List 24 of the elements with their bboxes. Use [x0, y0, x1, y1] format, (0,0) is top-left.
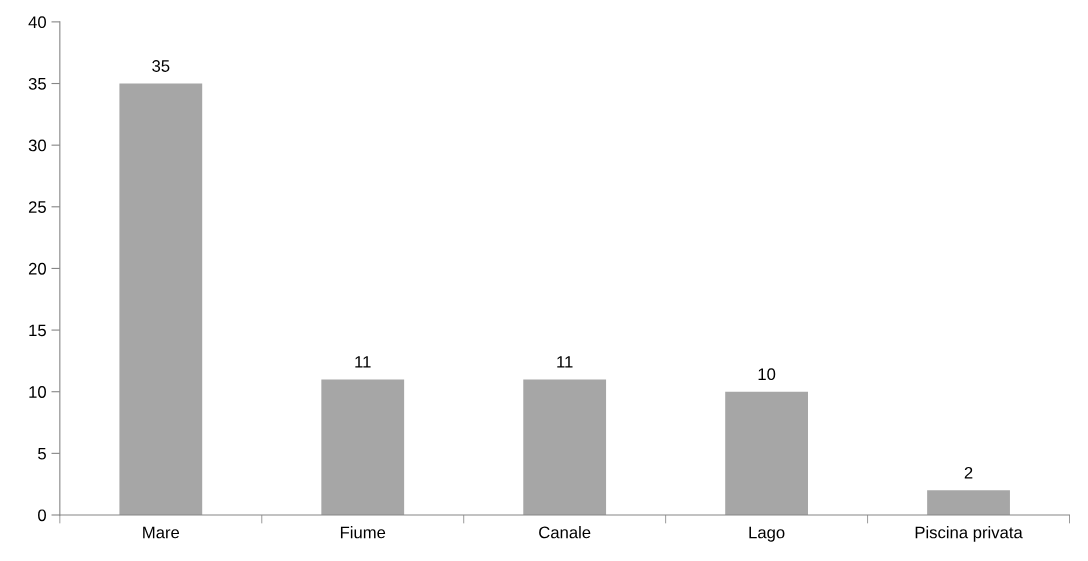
y-tick-label: 5 [38, 447, 46, 460]
data-label: 11 [355, 356, 371, 368]
bar [321, 379, 405, 515]
y-tick-label: 30 [28, 139, 46, 152]
data-label: 35 [152, 60, 170, 72]
y-tick-label: 15 [29, 324, 46, 337]
x-tick-label: Canale [539, 526, 591, 539]
bar [725, 391, 808, 515]
bar [523, 379, 607, 515]
bar [119, 83, 203, 515]
y-tick-label: 40 [28, 16, 46, 29]
data-label: 11 [557, 356, 573, 368]
x-tick-label: Mare [143, 526, 180, 539]
data-label: 10 [758, 368, 776, 381]
y-tick-label: 10 [29, 386, 46, 398]
y-tick-label: 25 [28, 201, 46, 213]
x-tick-label: Piscina privata [915, 526, 1023, 542]
y-tick-label: 0 [38, 509, 46, 522]
data-label: 2 [964, 466, 973, 479]
x-tick-label: Fiume [340, 526, 386, 539]
bar [927, 490, 1010, 515]
y-tick-label: 35 [28, 77, 46, 90]
x-tick-label: Lago [749, 526, 785, 542]
y-tick-label: 20 [28, 262, 46, 275]
